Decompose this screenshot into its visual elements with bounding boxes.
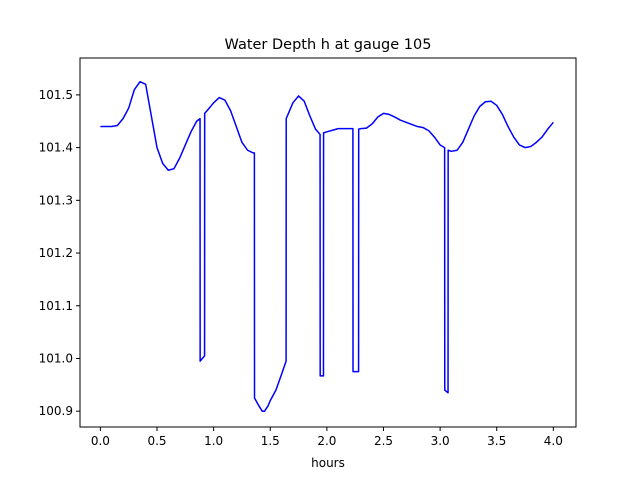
x-tick-label: 3.0 (431, 434, 450, 448)
plot-frame (79, 57, 577, 428)
x-tick-label: 4.0 (544, 434, 563, 448)
x-tick-label: 2.5 (374, 434, 393, 448)
y-tick-label: 100.9 (39, 404, 73, 418)
y-axis: 100.9 101.0 101.1 101.2 101.3 101.4 101.5 (39, 88, 80, 418)
x-tick-label: 1.0 (204, 434, 223, 448)
y-tick-label: 101.1 (39, 299, 73, 313)
y-tick-label: 101.0 (39, 351, 73, 365)
x-tick-label: 1.5 (261, 434, 280, 448)
x-axis-label: hours (311, 456, 345, 470)
x-axis: 0.0 0.5 1.0 1.5 2.0 2.5 3.0 3.5 4.0 (91, 427, 563, 448)
x-tick-label: 0.0 (91, 434, 110, 448)
x-tick-label: 0.5 (147, 434, 166, 448)
y-tick-label: 101.4 (39, 141, 73, 155)
y-tick-label: 101.5 (39, 88, 73, 102)
x-tick-label: 3.5 (487, 434, 506, 448)
y-tick-label: 101.3 (39, 193, 73, 207)
series-line-0 (100, 80, 554, 412)
chart-title: Water Depth h at gauge 105 (225, 37, 432, 53)
x-tick-label: 2.0 (317, 434, 336, 448)
y-tick-label: 101.2 (39, 246, 73, 260)
